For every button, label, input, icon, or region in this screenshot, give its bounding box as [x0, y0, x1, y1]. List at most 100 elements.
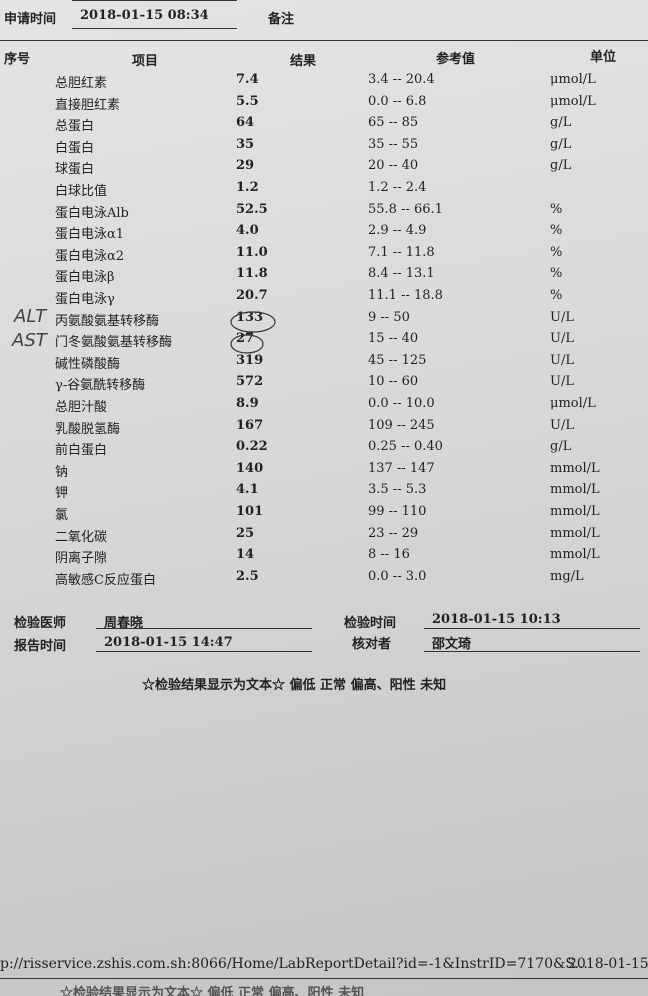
item: 二氧化碳 [55, 529, 108, 545]
unit: % [550, 288, 563, 303]
item: 白球比值 [55, 184, 108, 199]
result: 5.5 [236, 93, 259, 109]
reference-range: 0.0 -- 6.8 [368, 93, 427, 109]
checker-label: 核对者 [352, 637, 392, 652]
remark-label: 备注 [268, 12, 295, 27]
reference-range: 2.9 -- 4.9 [368, 223, 427, 239]
result: 52.5 [236, 201, 268, 217]
result: 29 [236, 158, 255, 174]
item: 总胆汁酸 [55, 400, 108, 415]
result: 140 [236, 460, 264, 476]
item: 蛋白电泳α1 [55, 227, 125, 243]
result: 11.8 [236, 266, 268, 282]
col-header: 项目 [132, 54, 159, 69]
result: 0.22 [236, 439, 268, 455]
underline [96, 628, 312, 629]
reference-range: 65 -- 85 [368, 115, 419, 131]
unit: g/L [550, 439, 572, 455]
apply-time: 2018-01-15 08:34 [80, 8, 209, 23]
print-date: 2018-01-15 [568, 956, 648, 972]
handwritten-note: ALT [14, 306, 47, 327]
item: 乳酸脱氢酶 [55, 421, 121, 437]
result: 101 [236, 504, 264, 519]
result: 64 [236, 115, 255, 131]
unit: g/L [550, 115, 572, 131]
result: 4.1 [236, 482, 259, 498]
reference-range: 0.0 -- 3.0 [368, 568, 427, 584]
result: 572 [236, 374, 264, 390]
result: 167 [236, 417, 264, 433]
result: 7.4 [236, 72, 259, 87]
result: 25 [236, 525, 255, 541]
result: 20.7 [236, 288, 268, 303]
reference-range: 8 -- 16 [368, 547, 410, 563]
rule [0, 978, 648, 979]
test-time: 2018-01-15 10:13 [432, 612, 561, 627]
item: 直接胆红素 [55, 97, 121, 113]
result: 2.5 [236, 568, 259, 584]
item: 门冬氨酸氨基转移酶 [55, 335, 173, 351]
unit: U/L [550, 417, 574, 433]
reference-range: 45 -- 125 [368, 352, 427, 368]
unit: % [550, 223, 563, 239]
unit: U/L [550, 331, 574, 347]
legend: ☆检验结果显示为文本☆ 偏低 正常 偏高、阳性 未知 [142, 678, 447, 693]
reference-range: 15 -- 40 [368, 331, 419, 347]
item: 球蛋白 [55, 162, 95, 178]
reference-range: 55.8 -- 66.1 [368, 201, 443, 217]
unit: μmol/L [550, 93, 596, 109]
result: 4.0 [236, 223, 259, 239]
unit: μmol/L [550, 396, 596, 411]
doctor: 周春晓 [104, 616, 144, 631]
col-header: 参考值 [436, 52, 476, 67]
reference-range: 0.25 -- 0.40 [368, 439, 443, 455]
reference-range: 109 -- 245 [368, 417, 435, 433]
item: 蛋白电泳α2 [55, 248, 125, 264]
checker: 邵文琦 [432, 637, 472, 652]
underline [424, 651, 640, 652]
item: 白蛋白 [55, 140, 95, 156]
item: 总胆红素 [55, 76, 108, 91]
pen-circle [230, 334, 264, 354]
unit: U/L [550, 309, 574, 325]
result: 319 [236, 352, 264, 368]
result: 8.9 [236, 396, 259, 411]
report-time: 2018-01-15 14:47 [104, 635, 233, 650]
unit: mg/L [550, 568, 584, 584]
item: 氯 [55, 508, 69, 523]
unit: % [550, 266, 563, 282]
item: 高敏感C反应蛋白 [55, 572, 156, 588]
unit: U/L [550, 352, 574, 368]
result: 14 [236, 547, 255, 563]
unit: % [550, 244, 563, 260]
underline [72, 28, 237, 29]
reference-range: 99 -- 110 [368, 504, 427, 519]
underline [72, 0, 237, 1]
rule [0, 40, 648, 41]
item: 总蛋白 [55, 119, 95, 135]
result: 1.2 [236, 180, 259, 195]
item: γ-谷氨酰转移酶 [55, 378, 146, 394]
unit: mmol/L [550, 504, 600, 519]
result: 35 [236, 136, 255, 152]
item: 蛋白电泳β [55, 270, 115, 286]
reference-range: 11.1 -- 18.8 [368, 288, 443, 303]
underline [96, 651, 312, 652]
unit: mmol/L [550, 547, 600, 563]
result: 11.0 [236, 244, 268, 260]
handwritten-note: AST [12, 330, 47, 351]
item: 前白蛋白 [55, 443, 108, 459]
reference-range: 7.1 -- 11.8 [368, 244, 435, 260]
item: 丙氨酸氨基转移酶 [55, 313, 160, 329]
item: 碱性磷酸酶 [55, 356, 121, 372]
reference-range: 23 -- 29 [368, 525, 419, 541]
print-url: p://risservice.zshis.com.sh:8066/Home/La… [0, 956, 588, 972]
pen-circle [230, 311, 276, 333]
reference-range: 20 -- 40 [368, 158, 419, 174]
reference-range: 35 -- 55 [368, 136, 419, 152]
item: 钾 [55, 486, 69, 502]
item: 钠 [55, 464, 69, 480]
underline [424, 628, 640, 629]
